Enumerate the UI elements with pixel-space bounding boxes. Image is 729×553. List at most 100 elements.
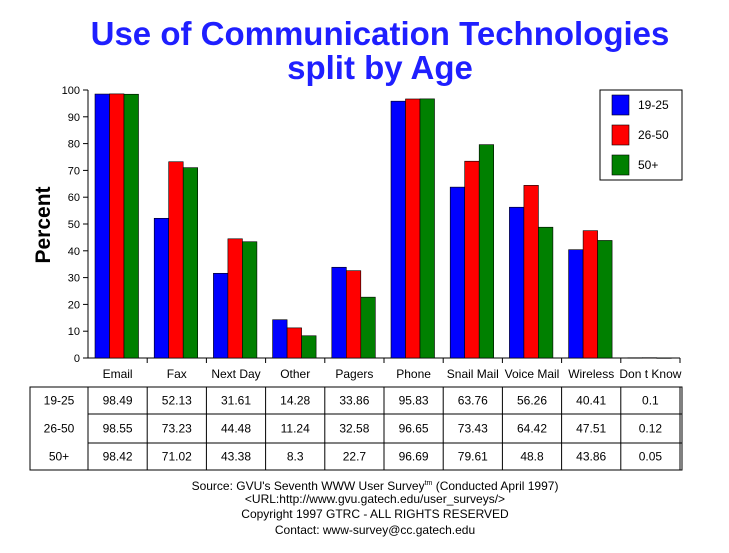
legend-swatch [611, 124, 630, 146]
x-tick-label: Email [103, 367, 133, 381]
table-cell: 52.13 [162, 394, 192, 408]
footer-copyright: Copyright 1997 GTRC - ALL RIGHTS RESERVE… [241, 507, 509, 521]
bar-19-25-Email [94, 93, 110, 359]
table-cell: 33.86 [339, 394, 369, 408]
x-tick-label: Pagers [335, 367, 373, 381]
x-tick-label: Voice Mail [505, 367, 560, 381]
bar-26-50-Fax [168, 161, 184, 359]
table-cell: 0.05 [639, 450, 663, 464]
x-tick-label: Other [280, 367, 310, 381]
footer-contact: Contact: www-survey@cc.gatech.edu [275, 523, 475, 537]
table-cell: 71.02 [162, 450, 192, 464]
bar-50+-Snail Mail [478, 144, 495, 359]
x-tick-label: Snail Mail [447, 367, 499, 381]
bar-26-50-Next Day [227, 238, 243, 359]
table-cell: 43.38 [221, 450, 251, 464]
legend-label: 26-50 [638, 128, 669, 142]
bar-26-50-Don t Know [641, 357, 658, 359]
bar-50+-Fax [182, 167, 198, 359]
bar-19-25-Wireless [568, 249, 584, 359]
y-tick-label: 30 [68, 273, 80, 285]
y-tick-label: 70 [68, 165, 80, 177]
table-row-header: 19-25 [44, 394, 75, 408]
y-tick-label: 60 [68, 192, 80, 204]
bar-50+-Email [123, 93, 139, 359]
x-tick-label: Don t Know [619, 367, 681, 381]
chart-title-line: split by Age [287, 49, 473, 86]
table-cell: 56.26 [517, 394, 547, 408]
footer-source: Source: GVU's Seventh WWW User Surveytm … [192, 479, 559, 493]
bar-26-50-Email [109, 93, 125, 359]
bar-19-25-Pagers [331, 266, 347, 359]
data-table-border [29, 386, 683, 471]
table-cell: 31.61 [221, 394, 251, 408]
bar-26-50-Voice Mail [523, 185, 539, 359]
legend-swatch [611, 94, 630, 116]
bar-50+-Wireless [597, 240, 613, 359]
footer-url: <URL:http://www.gvu.gatech.edu/user_surv… [245, 492, 505, 506]
table-cell: 96.65 [399, 422, 429, 436]
table-cell: 95.83 [399, 394, 429, 408]
table-cell: 64.42 [517, 422, 547, 436]
y-axis-label: Percent [32, 186, 55, 263]
y-tick-label: 0 [74, 353, 80, 365]
bar-26-50-Phone [405, 98, 421, 359]
table-cell: 73.43 [458, 422, 488, 436]
table-cell: 40.41 [576, 394, 606, 408]
table-row-header: 26-50 [44, 422, 75, 436]
table-cell: 98.42 [103, 450, 133, 464]
x-tick-label: Phone [396, 367, 431, 381]
y-tick-label: 100 [62, 85, 80, 97]
x-tick-label: Wireless [568, 367, 614, 381]
bar-50+-Voice Mail [538, 226, 554, 359]
table-cell: 0.12 [639, 422, 663, 436]
bar-19-25-Phone [390, 100, 406, 359]
bar-19-25-Snail Mail [449, 186, 466, 359]
table-cell: 47.51 [576, 422, 606, 436]
bar-50+-Don t Know [656, 357, 672, 359]
table-cell: 43.86 [576, 450, 606, 464]
legend-label: 50+ [638, 158, 658, 172]
bar-26-50-Snail Mail [464, 160, 480, 359]
table-cell: 11.24 [281, 422, 310, 436]
table-cell: 96.69 [399, 450, 429, 464]
bar-19-25-Next Day [213, 272, 229, 359]
y-tick-label: 50 [68, 219, 80, 231]
bar-26-50-Wireless [582, 230, 598, 359]
y-tick-label: 90 [68, 112, 80, 124]
table-cell: 98.55 [103, 422, 133, 436]
table-row-header: 50+ [49, 450, 69, 464]
y-tick-label: 80 [68, 139, 80, 151]
bar-19-25-Other [272, 319, 288, 359]
table-cell: 14.28 [280, 394, 310, 408]
table-cell: 79.61 [458, 450, 488, 464]
bar-19-25-Fax [153, 217, 169, 359]
bar-50+-Other [301, 335, 317, 359]
table-cell: 44.48 [221, 422, 251, 436]
y-tick-label: 20 [68, 299, 80, 311]
table-cell: 98.49 [103, 394, 133, 408]
bar-26-50-Pagers [345, 270, 362, 359]
table-cell: 22.7 [343, 450, 367, 464]
table-cell: 8.3 [287, 450, 304, 464]
y-tick-label: 10 [68, 326, 80, 338]
bar-50+-Next Day [242, 241, 258, 359]
bar-19-25-Voice Mail [509, 206, 525, 359]
x-tick-label: Fax [167, 367, 187, 381]
chart-title-line: Use of Communication Technologies [91, 15, 670, 52]
bar-50+-Phone [419, 98, 435, 359]
table-cell: 32.58 [339, 422, 369, 436]
table-cell: 73.23 [162, 422, 192, 436]
table-cell: 48.8 [520, 450, 544, 464]
y-tick-label: 40 [68, 246, 80, 258]
bar-26-50-Other [286, 327, 302, 359]
bar-50+-Pagers [360, 296, 376, 359]
x-tick-label: Next Day [211, 367, 260, 381]
legend-label: 19-25 [638, 98, 669, 112]
table-cell: 63.76 [458, 394, 488, 408]
bar-19-25-Don t Know [627, 357, 643, 359]
table-cell: 0.1 [642, 394, 659, 408]
legend-swatch [611, 154, 630, 176]
